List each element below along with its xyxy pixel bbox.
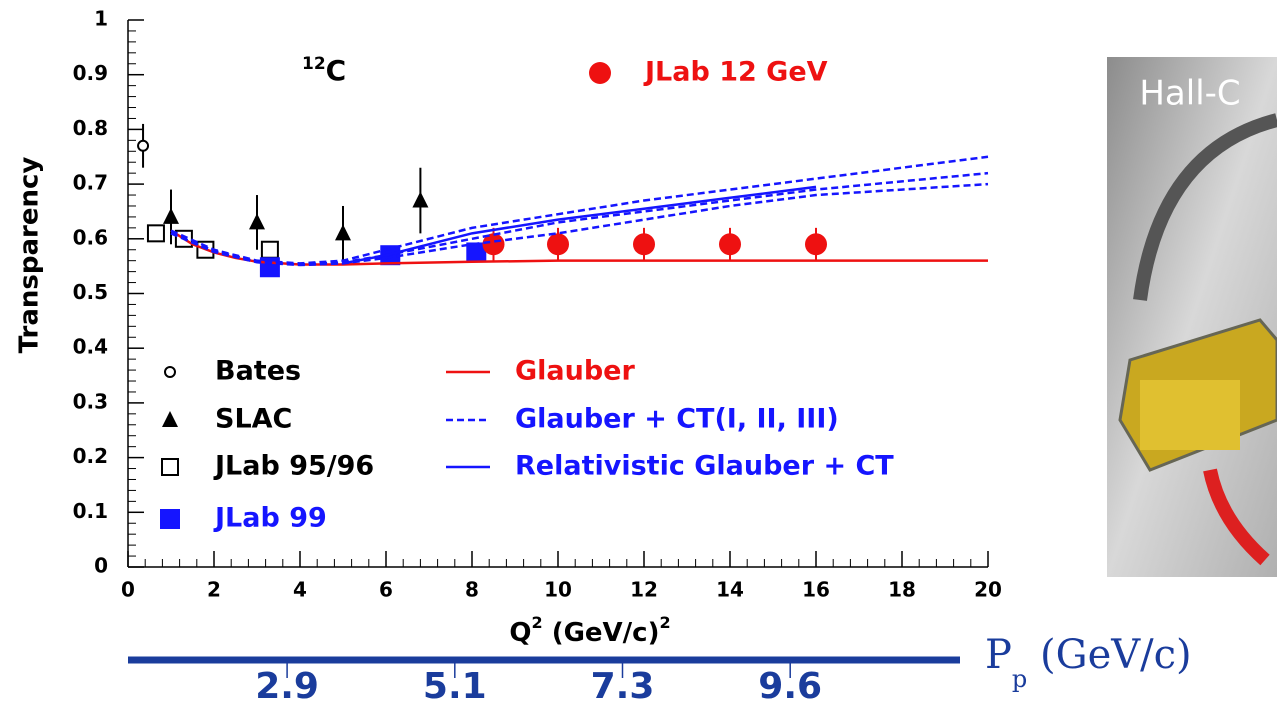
- data-point: [633, 233, 655, 256]
- y-tick-label: 0.7: [73, 171, 108, 195]
- data-point: [249, 213, 265, 230]
- legend-swatch: [162, 411, 178, 427]
- data-point: [260, 240, 279, 259]
- legend-item: JLab 95/96: [161, 451, 374, 482]
- x-tick-label: 14: [716, 578, 744, 602]
- data-point: [719, 233, 741, 256]
- y-tick-label: 0.8: [73, 116, 108, 140]
- data-point: [137, 139, 150, 152]
- x2-tick-label: 7.3: [591, 666, 655, 707]
- legend-label: JLab 12 GeV: [643, 57, 828, 88]
- legend-item: JLab 99: [160, 503, 327, 534]
- photo-label: Hall-C: [1139, 74, 1240, 114]
- legend-item: Bates: [164, 356, 301, 387]
- y-tick-label: 0.1: [73, 499, 108, 523]
- y-tick-label: 0.5: [73, 280, 108, 304]
- legend-label: JLab 95/96: [213, 451, 374, 482]
- y-tick-label: 0.3: [73, 389, 108, 413]
- x-axis-label: Q2 (GeV/c)2: [509, 613, 670, 648]
- x2-tick-label: 2.9: [255, 666, 319, 707]
- legend-swatch: [164, 366, 176, 378]
- x-tick-label: 8: [465, 578, 479, 602]
- hall-c-photo: Hall-C: [1107, 57, 1277, 577]
- photo-background: [1107, 57, 1277, 577]
- legend-item: Glauber + CT(I, II, III): [446, 404, 839, 435]
- x-axis-label-part: 2: [659, 613, 670, 632]
- data-point: [805, 233, 827, 256]
- x-tick-label: 16: [802, 578, 830, 602]
- x-axis-label-part: (GeV/c): [543, 618, 660, 648]
- legend-label: Relativistic Glauber + CT: [515, 451, 894, 482]
- x-tick-label: 12: [630, 578, 658, 602]
- data-point: [547, 233, 569, 256]
- x2-axis-label-part: (GeV/c): [1027, 632, 1191, 678]
- x-tick-label: 6: [379, 578, 393, 602]
- photo-box: [1140, 380, 1240, 450]
- y-tick-label: 0.6: [73, 225, 108, 249]
- x-tick-label: 10: [544, 578, 572, 602]
- x2-tick-label: 5.1: [423, 666, 487, 707]
- x-tick-label: 2: [207, 578, 221, 602]
- x-tick-label: 20: [974, 578, 1002, 602]
- y-tick-label: 1: [94, 7, 108, 31]
- curve: [170, 182, 989, 267]
- curve: [342, 185, 817, 265]
- legend-swatch: [161, 458, 179, 476]
- x-tick-label: 18: [888, 578, 916, 602]
- annotation: 12C: [302, 54, 346, 87]
- y-tick-label: 0.2: [73, 444, 108, 468]
- data-point: [259, 257, 280, 278]
- data-point: [163, 207, 179, 224]
- data-point: [146, 224, 165, 243]
- legend-label: Glauber + CT(I, II, III): [515, 404, 839, 435]
- legend-item: Relativistic Glauber + CT: [446, 451, 894, 482]
- y-tick-label: 0.4: [73, 335, 108, 359]
- x2-axis-label-part: P: [985, 632, 1012, 678]
- legend-swatch: [589, 62, 611, 84]
- legend-item: Glauber: [446, 356, 635, 387]
- x2-axis-label-part: p: [1012, 665, 1027, 693]
- data-point: [466, 242, 487, 263]
- photo-ring: [1133, 113, 1277, 301]
- x2-tick-label: 9.6: [758, 666, 822, 707]
- y-axis-label: Transparency: [15, 157, 45, 354]
- legend-label: Glauber: [515, 356, 635, 387]
- photo-beamline: [1203, 468, 1270, 566]
- legend-item: SLAC: [162, 404, 292, 435]
- legend-swatch: [160, 509, 180, 529]
- curve: [170, 155, 989, 265]
- curve: [170, 171, 989, 266]
- x-tick-label: 0: [121, 578, 135, 602]
- legend-label: JLab 99: [213, 503, 327, 534]
- x-tick-label: 4: [293, 578, 307, 602]
- data-point: [335, 224, 351, 241]
- x-axis-label-part: Q: [509, 618, 531, 648]
- legend-item: JLab 12 GeV: [589, 57, 828, 88]
- legend-label: Bates: [215, 356, 301, 387]
- legend-label: SLAC: [215, 404, 292, 435]
- y-tick-label: 0: [94, 554, 108, 578]
- data-point: [412, 191, 429, 208]
- y-tick-label: 0.9: [73, 61, 108, 85]
- curve: [170, 229, 988, 266]
- x-axis-label-part: 2: [532, 613, 543, 632]
- x2-axis-label: Pp (GeV/c): [985, 632, 1192, 693]
- data-point: [482, 233, 505, 256]
